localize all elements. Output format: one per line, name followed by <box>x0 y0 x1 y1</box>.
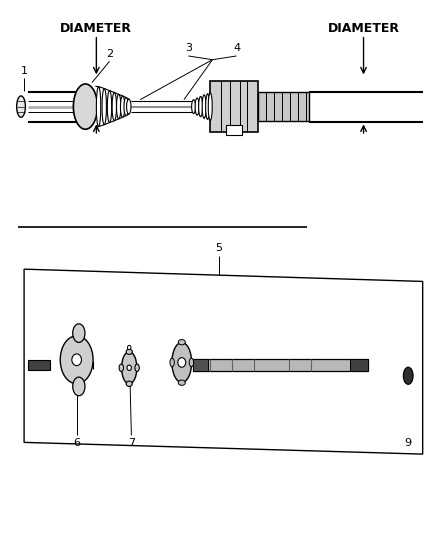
Text: 1: 1 <box>21 66 28 76</box>
Ellipse shape <box>172 342 191 383</box>
Bar <box>193 359 208 371</box>
Text: 5: 5 <box>215 243 223 253</box>
Bar <box>28 360 50 370</box>
Ellipse shape <box>135 364 139 372</box>
Ellipse shape <box>170 358 174 367</box>
Bar <box>258 92 309 121</box>
Ellipse shape <box>403 367 413 384</box>
Text: 9: 9 <box>404 438 411 448</box>
Ellipse shape <box>102 88 106 125</box>
Ellipse shape <box>119 364 124 372</box>
Text: DIAMETER: DIAMETER <box>60 22 132 35</box>
Ellipse shape <box>124 98 128 116</box>
Ellipse shape <box>126 381 132 386</box>
Ellipse shape <box>208 93 212 120</box>
Ellipse shape <box>126 349 132 354</box>
Ellipse shape <box>127 345 131 350</box>
Text: 6: 6 <box>73 438 80 448</box>
Ellipse shape <box>127 99 131 114</box>
Bar <box>350 359 368 371</box>
Ellipse shape <box>96 86 101 126</box>
Ellipse shape <box>178 340 185 345</box>
Ellipse shape <box>206 94 209 119</box>
Text: 7: 7 <box>128 438 135 448</box>
Text: 2: 2 <box>106 49 113 59</box>
Ellipse shape <box>127 365 131 370</box>
Ellipse shape <box>120 96 125 117</box>
Ellipse shape <box>195 98 199 115</box>
Ellipse shape <box>73 377 85 395</box>
Text: DIAMETER: DIAMETER <box>328 22 399 35</box>
Ellipse shape <box>192 100 195 114</box>
Ellipse shape <box>107 91 112 123</box>
Ellipse shape <box>73 84 97 130</box>
Ellipse shape <box>202 95 206 118</box>
Text: 3: 3 <box>185 43 192 53</box>
Ellipse shape <box>112 92 117 120</box>
Bar <box>226 125 242 134</box>
Ellipse shape <box>72 354 81 366</box>
Ellipse shape <box>17 96 25 117</box>
Ellipse shape <box>178 358 186 367</box>
Bar <box>210 81 258 132</box>
Ellipse shape <box>60 336 93 384</box>
Ellipse shape <box>189 358 194 367</box>
Ellipse shape <box>178 380 185 385</box>
Ellipse shape <box>121 352 137 384</box>
Ellipse shape <box>199 96 203 117</box>
Ellipse shape <box>73 324 85 342</box>
Text: 4: 4 <box>233 43 240 53</box>
Bar <box>193 359 368 371</box>
Ellipse shape <box>117 94 121 119</box>
